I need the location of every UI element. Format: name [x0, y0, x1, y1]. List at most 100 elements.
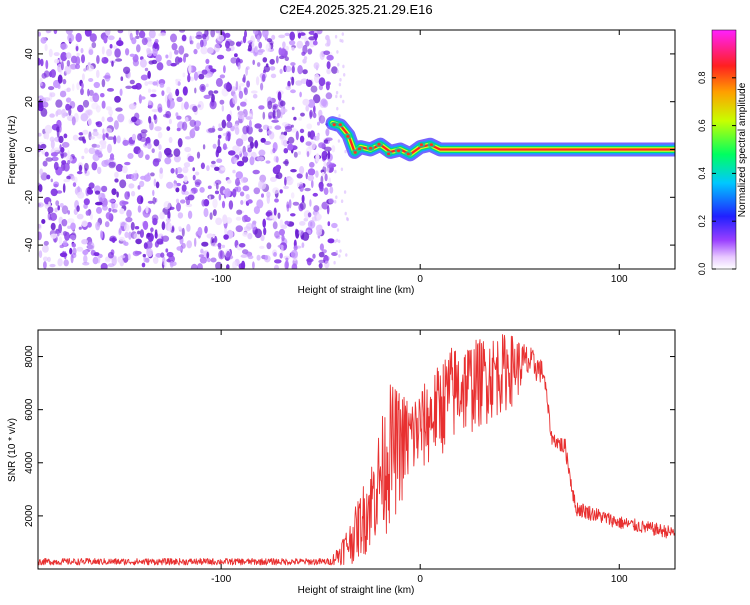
x-tick-label: 100: [611, 574, 628, 585]
noise-blob: [183, 54, 186, 63]
noise-blob: [248, 44, 252, 52]
noise-blob: [291, 263, 298, 269]
noise-blob: [192, 105, 198, 113]
noise-blob: [133, 232, 141, 240]
noise-blob: [41, 72, 47, 79]
noise-blob: [236, 160, 245, 167]
noise-blob: [247, 136, 254, 143]
noise-blob: [182, 72, 186, 78]
noise-blob: [182, 166, 189, 174]
noise-blob: [80, 47, 84, 54]
noise-blob: [53, 30, 58, 35]
noise-blob: [135, 30, 139, 36]
noise-blob: [87, 109, 93, 116]
noise-blob: [57, 74, 63, 84]
noise-blob: [276, 109, 281, 119]
noise-blob: [291, 106, 295, 111]
colorbar-tick-label: 0.8: [697, 72, 707, 85]
noise-blob: [88, 182, 95, 189]
noise-blob: [339, 94, 342, 99]
noise-blob: [312, 253, 316, 259]
noise-blob: [71, 242, 77, 248]
noise-blob: [202, 144, 206, 150]
noise-blob: [301, 242, 305, 248]
noise-blob: [44, 43, 48, 52]
noise-blob: [71, 116, 76, 126]
noise-blob: [275, 55, 279, 64]
noise-blob: [279, 219, 284, 229]
noise-blob: [39, 82, 43, 86]
noise-blob: [293, 245, 298, 251]
x-tick-label: 100: [611, 274, 628, 285]
noise-blob: [117, 30, 124, 34]
noise-blob: [281, 47, 285, 55]
noise-blob: [168, 136, 173, 144]
noise-blob: [116, 135, 121, 144]
noise-blob: [296, 40, 304, 49]
noise-blob: [325, 128, 330, 137]
noise-blob: [72, 134, 79, 141]
noise-blob: [153, 139, 160, 147]
noise-blob: [124, 191, 130, 200]
noise-blob: [166, 126, 171, 131]
noise-blob: [299, 166, 305, 175]
noise-blob: [91, 42, 97, 49]
noise-blob: [225, 40, 230, 49]
noise-blob: [152, 197, 156, 205]
noise-blob: [312, 40, 318, 46]
noise-blob: [144, 81, 149, 86]
noise-blob: [299, 128, 305, 134]
noise-blob: [195, 34, 203, 40]
noise-blob: [91, 161, 98, 171]
noise-blob: [119, 88, 123, 97]
noise-blob: [157, 107, 163, 113]
y-tick-label: 0: [24, 146, 35, 152]
noise-blob: [178, 45, 185, 55]
noise-blob: [206, 165, 210, 172]
noise-blob: [150, 172, 155, 177]
noise-blob: [293, 151, 298, 158]
noise-blob: [314, 212, 318, 221]
noise-blob: [235, 147, 243, 155]
noise-blob: [299, 32, 306, 36]
noise-blob: [65, 97, 72, 103]
noise-blob: [117, 256, 122, 263]
noise-blob: [88, 49, 94, 56]
noise-blob: [111, 237, 116, 243]
noise-blob: [155, 181, 160, 189]
noise-blob: [164, 259, 167, 268]
noise-blob: [193, 48, 198, 55]
noise-blob: [165, 54, 169, 59]
noise-blob: [38, 144, 42, 153]
noise-blob: [192, 127, 195, 135]
noise-blob: [80, 88, 84, 96]
noise-blob: [213, 43, 221, 53]
noise-blob: [266, 195, 270, 204]
noise-blob: [276, 172, 283, 180]
signal-peak: [353, 151, 357, 154]
noise-blob: [59, 244, 64, 249]
noise-blob: [51, 156, 59, 162]
noise-blob: [114, 178, 119, 183]
noise-blob: [343, 190, 347, 194]
noise-blob: [152, 47, 158, 57]
noise-blob: [258, 128, 263, 133]
noise-blob: [145, 154, 150, 161]
noise-blob: [60, 43, 68, 50]
noise-blob: [275, 156, 279, 163]
noise-blob: [280, 108, 288, 113]
noise-blob: [111, 188, 117, 196]
noise-blob: [168, 92, 173, 102]
noise-blob: [218, 250, 225, 260]
noise-blob: [140, 74, 148, 81]
noise-blob: [256, 35, 261, 43]
noise-blob: [198, 254, 204, 258]
noise-blob: [111, 60, 114, 67]
noise-blob: [261, 73, 266, 82]
noise-blob: [123, 66, 131, 75]
noise-blob: [228, 200, 234, 210]
noise-blob: [340, 167, 344, 172]
noise-blob: [161, 90, 165, 96]
noise-blob: [323, 160, 327, 168]
noise-blob: [95, 144, 101, 148]
